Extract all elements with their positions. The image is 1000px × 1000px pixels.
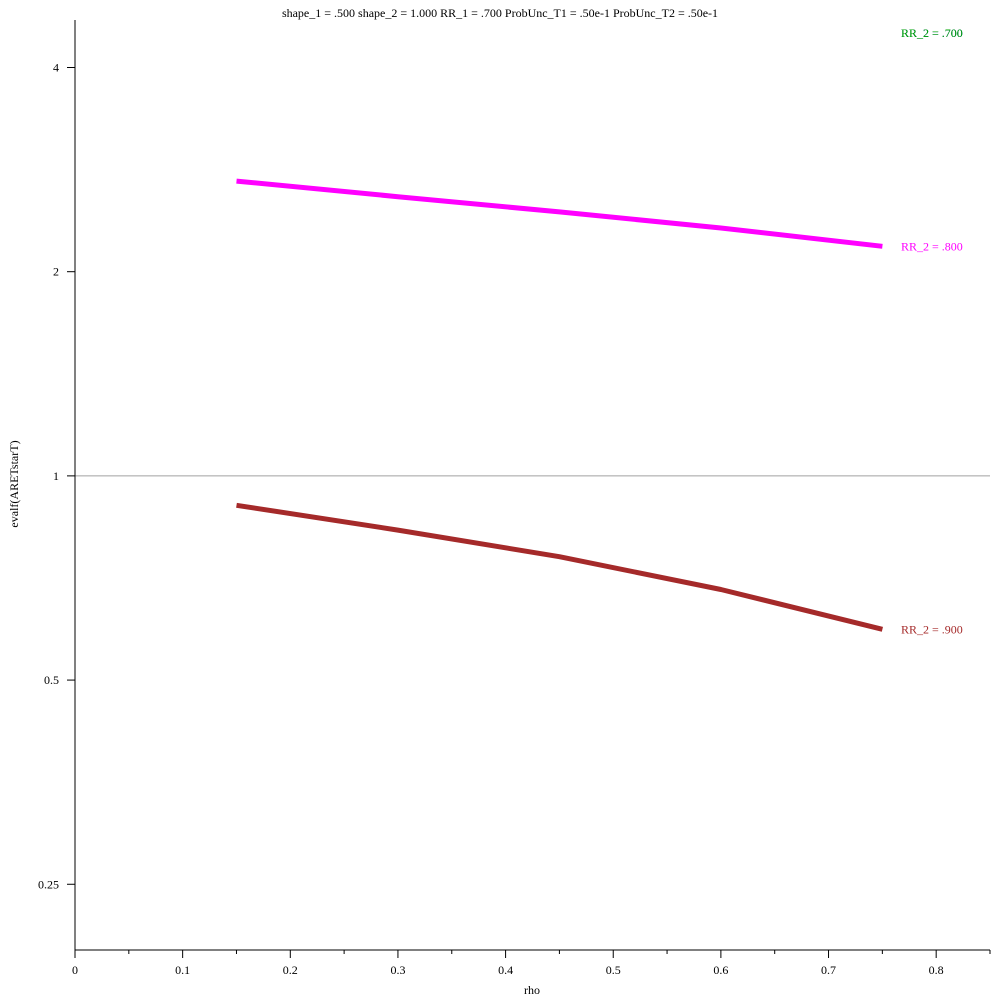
y-tick-label: 0.5 — [44, 673, 59, 687]
series-label: RR_2 = .900 — [901, 622, 963, 636]
x-tick-label: 0.1 — [175, 963, 190, 977]
x-tick-label: 0.4 — [498, 963, 513, 977]
x-tick-label: 0.3 — [390, 963, 405, 977]
x-axis-title: rho — [524, 983, 540, 997]
x-tick-label: 0.2 — [283, 963, 298, 977]
x-tick-label: 0.8 — [929, 963, 944, 977]
series-label: RR_2 = .700 — [901, 26, 963, 40]
series-line — [236, 502, 883, 632]
y-axis-title: evalf(ARETstarT) — [7, 440, 21, 527]
series-label: RR_2 = .700 — [901, 26, 963, 40]
x-tick-label: 0.6 — [713, 963, 728, 977]
series-layer — [236, 178, 883, 632]
y-tick-label: 2 — [53, 265, 59, 279]
x-tick-label: 0 — [72, 963, 78, 977]
y-tick-label: 1 — [53, 469, 59, 483]
x-tick-label: 0.7 — [821, 963, 836, 977]
y-tick-label: 0.25 — [38, 877, 59, 891]
series-line — [236, 178, 883, 249]
series-label: RR_2 = .800 — [901, 239, 963, 253]
y-tick-label: 4 — [53, 61, 59, 75]
chart-title: shape_1 = .500 shape_2 = 1.000 RR_1 = .7… — [282, 6, 718, 20]
x-tick-label: 0.5 — [606, 963, 621, 977]
axes-layer: 0 0.1 0.2 0.3 0.4 0.5 0.6 0.7 0.8 0.25 0.5 1 2 4 — [38, 20, 991, 977]
